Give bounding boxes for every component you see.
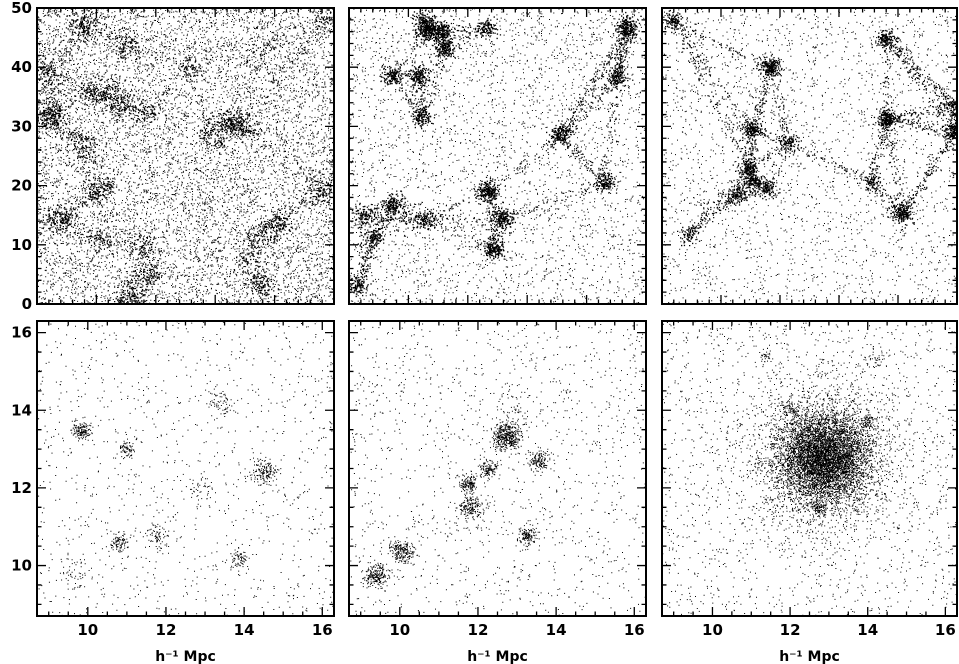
y-tick-label: 30	[11, 117, 32, 135]
y-tick-label: 40	[11, 58, 32, 76]
tick-marks	[348, 7, 647, 305]
particle-points	[349, 321, 646, 616]
y-tick-label: 10	[11, 236, 32, 254]
y-tick-label: 16	[11, 324, 32, 342]
panel-frame	[36, 320, 335, 617]
y-tick-label: 50	[11, 0, 32, 17]
x-axis-label: h⁻¹ Mpc	[779, 649, 840, 664]
particle-points	[37, 8, 334, 304]
x-tick-label: 16	[935, 621, 956, 639]
x-tick-label: 10	[389, 621, 410, 639]
panel-frame	[348, 7, 647, 305]
x-tick-label: 12	[780, 621, 801, 639]
y-tick-label: 0	[22, 295, 32, 313]
x-tick-label: 14	[857, 621, 878, 639]
x-axis-label: h⁻¹ Mpc	[467, 649, 528, 664]
panel-frame	[661, 7, 958, 305]
x-tick-label: 10	[702, 621, 723, 639]
particle-points	[662, 321, 957, 616]
tick-marks	[36, 7, 335, 305]
x-tick-label: 14	[234, 621, 255, 639]
particle-points	[349, 8, 646, 304]
panel-top-middle	[348, 7, 647, 305]
x-tick-label: 14	[546, 621, 567, 639]
panel-bottom-middle: 10 12 14 16 h⁻¹ Mpc	[348, 320, 647, 664]
panel-frame	[36, 7, 335, 305]
x-tick-label: 16	[624, 621, 645, 639]
y-tick-label: 10	[11, 557, 32, 575]
panel-bottom-left: 10 12 14 16 10 12 14 16 h⁻¹ Mpc	[11, 320, 335, 664]
panel-bottom-right: 10 12 14 16 h⁻¹ Mpc	[661, 320, 958, 664]
panel-frame	[661, 320, 958, 617]
tick-marks	[661, 7, 958, 305]
panel-frame	[348, 320, 647, 617]
tick-marks	[349, 321, 646, 616]
particle-points	[662, 8, 957, 304]
y-tick-label: 12	[11, 479, 32, 497]
x-tick-label: 12	[468, 621, 489, 639]
y-tick-label: 14	[11, 401, 32, 419]
x-tick-label: 12	[156, 621, 177, 639]
tick-marks	[662, 321, 957, 616]
x-axis-label: h⁻¹ Mpc	[155, 649, 216, 664]
y-tick-label: 20	[11, 177, 32, 195]
tick-marks	[37, 321, 334, 616]
panel-top-left: 0 10 20 30 40 50	[11, 0, 335, 313]
x-tick-label: 16	[312, 621, 333, 639]
particle-points	[37, 321, 334, 616]
panel-top-right	[661, 7, 958, 305]
x-tick-label: 10	[77, 621, 98, 639]
